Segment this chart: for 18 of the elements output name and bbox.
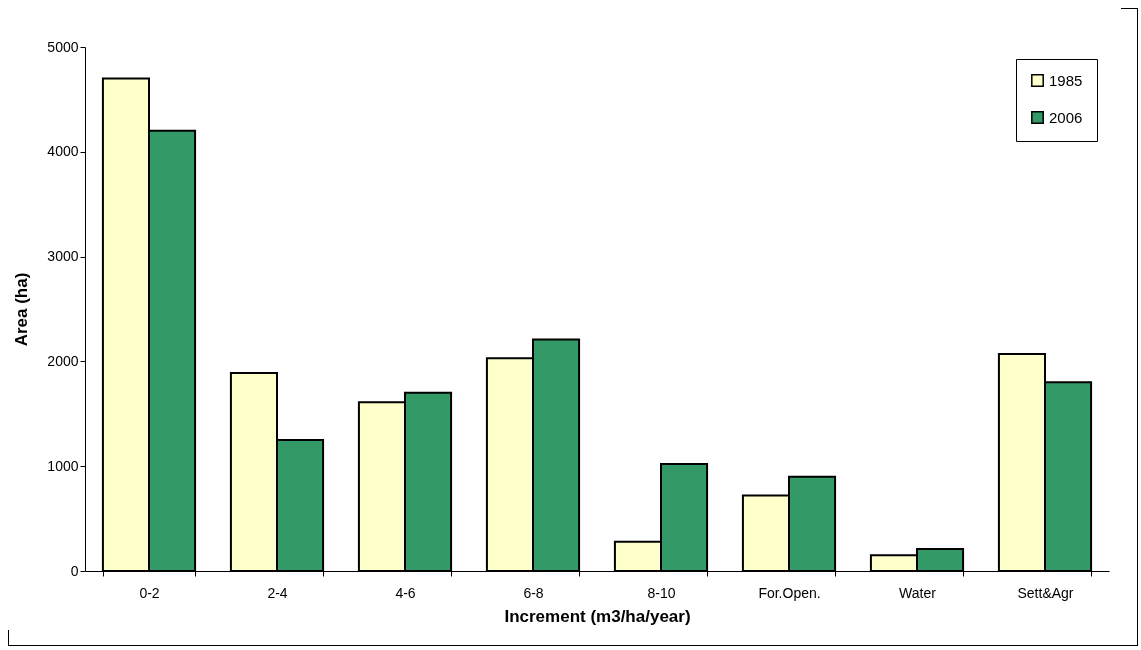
x-tick-label: 0-2 [139,584,160,601]
x-tick-label: 6-8 [523,584,544,601]
legend-label: 1985 [1049,71,1083,89]
y-axis-title: Area (ha) [12,272,32,347]
y-tick-label: 5000 [47,38,79,55]
x-tick-label: Water [899,584,937,601]
y-tick-label: 3000 [47,248,79,265]
x-axis-title: Increment (m3/ha/year) [504,606,691,626]
x-tick-label: 4-6 [395,584,416,601]
y-tick-label: 2000 [47,352,79,369]
y-tick-label: 0 [70,562,79,579]
x-tick-label: For.Open. [758,584,821,601]
x-tick-label: Sett&Agr [1017,584,1074,601]
x-tick-label: 8-10 [647,584,676,601]
legend-label: 2006 [1049,108,1083,126]
x-tick-label: 2-4 [267,584,288,601]
y-tick-label: 4000 [47,143,79,160]
y-tick-label: 1000 [47,457,79,474]
